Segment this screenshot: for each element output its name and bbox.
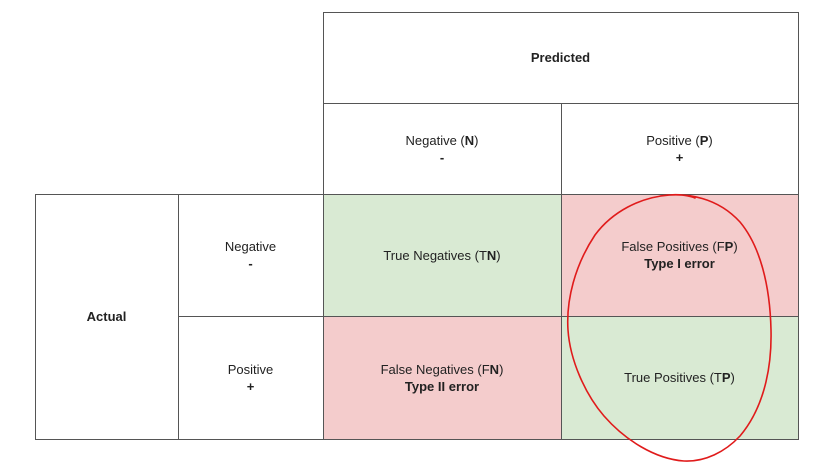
true-positives-label: True Positives (TP) [624,370,735,385]
border-line [35,194,799,195]
true-negatives-cell: True Negatives (TN) [323,194,561,316]
false-positives-label: False Positives (FP) [621,239,738,254]
row-negative-label: Negative [224,239,277,254]
border-line [323,12,324,440]
true-positives-cell: True Positives (TP) [561,316,798,439]
column-negative-label: Negative (N) [405,132,479,148]
type-ii-error-label: Type II error [404,378,480,394]
row-header-negative: Negative - [178,194,323,316]
column-header-positive: Positive (P) + [561,103,798,194]
border-line [798,12,799,440]
column-positive-label: Positive (P) [646,132,713,148]
column-negative-sign: - [439,149,445,165]
row-negative-sign: - [248,256,253,271]
border-line [323,12,799,13]
predicted-header: Predicted [323,12,798,103]
row-positive-label: Positive [227,361,274,377]
border-line [561,103,562,440]
row-positive-sign: + [246,378,255,394]
false-negatives-cell: False Negatives (FN) Type II error [323,316,561,439]
column-header-negative: Negative (N) - [323,103,561,194]
true-negatives-label: True Negatives (TN) [383,247,501,263]
row-header-positive: Positive + [178,316,323,439]
border-line [178,194,179,440]
column-positive-sign: + [675,149,684,165]
type-i-error-label: Type I error [644,256,715,271]
border-line [35,439,799,440]
false-negatives-label: False Negatives (FN) [380,361,504,377]
border-line [35,194,36,440]
predicted-label: Predicted [530,50,591,65]
actual-header: Actual [35,194,178,439]
border-line [178,316,799,317]
actual-label: Actual [86,309,127,324]
false-positives-cell: False Positives (FP) Type I error [561,194,798,316]
